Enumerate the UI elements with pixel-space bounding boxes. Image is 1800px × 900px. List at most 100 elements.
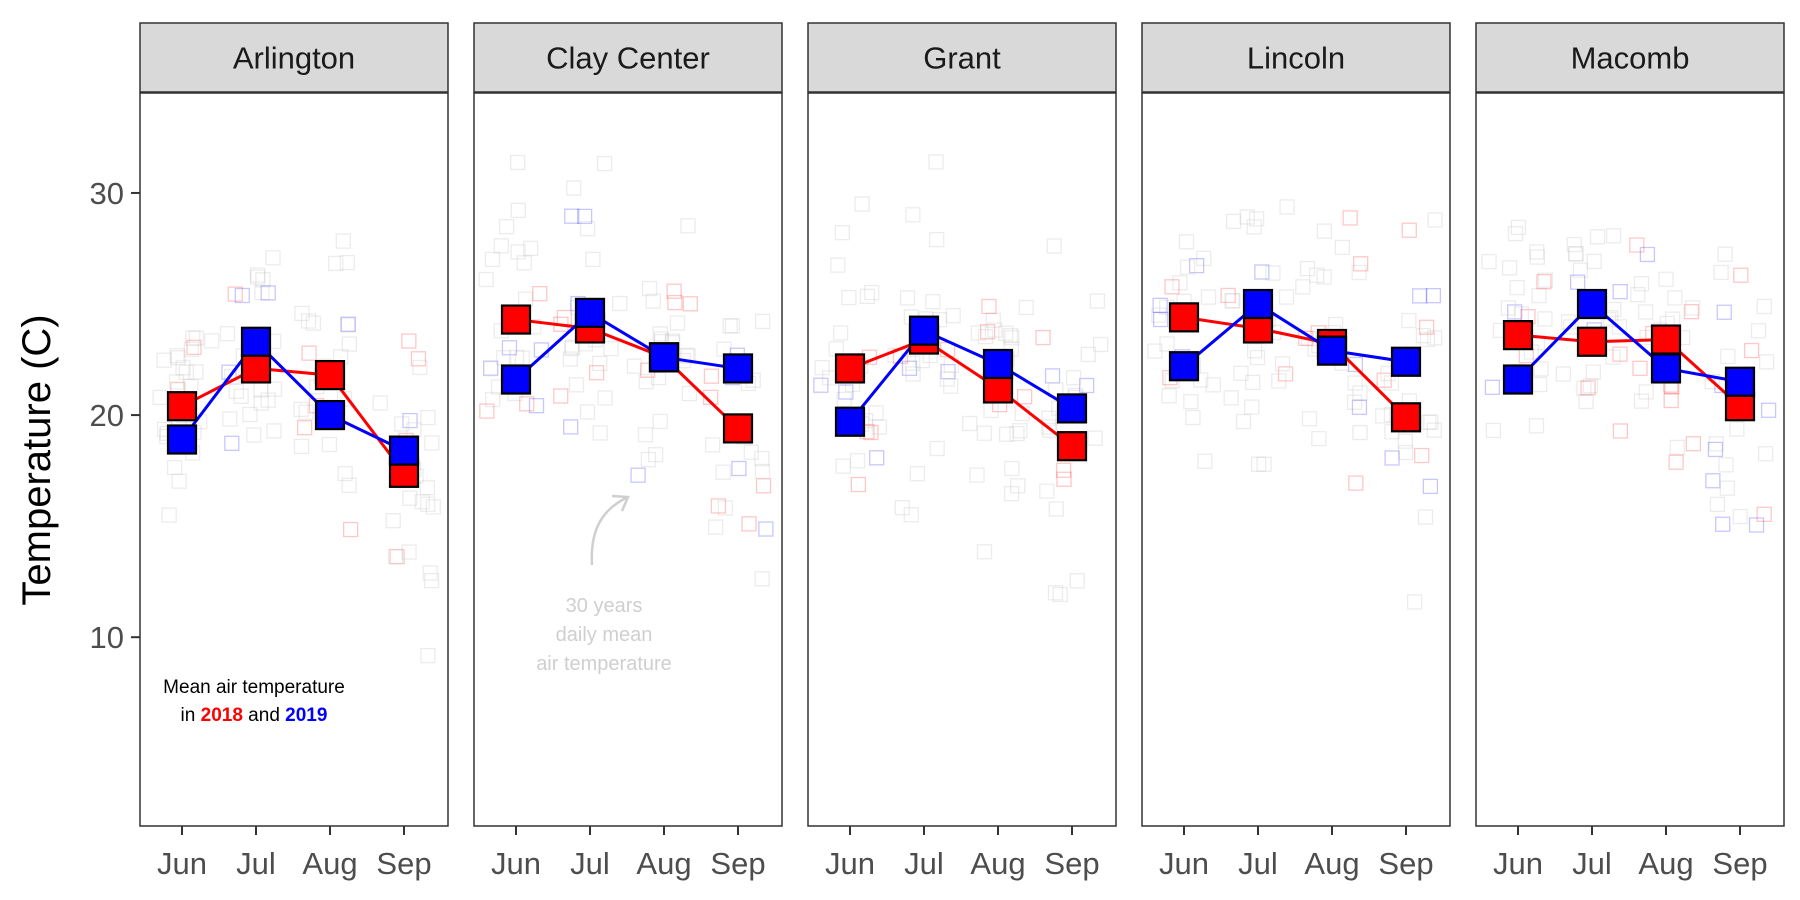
background-point bbox=[394, 416, 410, 432]
series-line-2018 bbox=[849, 337, 1073, 448]
background-point bbox=[731, 460, 747, 477]
background-point bbox=[1004, 460, 1020, 477]
background-point bbox=[1254, 264, 1270, 280]
background-point bbox=[553, 388, 569, 404]
background-point bbox=[1164, 279, 1180, 295]
background-point bbox=[626, 358, 643, 374]
background-point bbox=[943, 378, 959, 394]
background-point bbox=[813, 377, 829, 393]
background-point bbox=[1481, 253, 1497, 270]
annotation-arrow bbox=[590, 496, 627, 566]
background-point bbox=[260, 392, 276, 408]
background-point bbox=[1183, 394, 1199, 410]
point-2019-aug bbox=[314, 399, 346, 431]
background-point bbox=[869, 450, 885, 466]
background-point bbox=[1065, 370, 1082, 386]
background-point bbox=[563, 419, 579, 435]
background-point bbox=[841, 289, 857, 306]
series-line-2019 bbox=[1183, 302, 1407, 368]
background-point bbox=[1251, 456, 1267, 472]
background-point bbox=[998, 325, 1014, 341]
background-point bbox=[298, 404, 314, 420]
background-point bbox=[246, 427, 262, 443]
background-point bbox=[1159, 336, 1175, 352]
facet-title: Macomb bbox=[1571, 41, 1690, 76]
background-point bbox=[423, 572, 440, 589]
background-point bbox=[1375, 408, 1391, 424]
background-point bbox=[1760, 402, 1777, 418]
background-point bbox=[579, 221, 596, 237]
background-point bbox=[341, 336, 357, 352]
background-point bbox=[1719, 480, 1735, 496]
background-point bbox=[1518, 347, 1534, 364]
background-point bbox=[743, 444, 759, 460]
background-point bbox=[645, 293, 661, 309]
background-point bbox=[250, 267, 266, 283]
background-point bbox=[1639, 246, 1656, 263]
background-point bbox=[1010, 478, 1026, 494]
background-point bbox=[1352, 385, 1368, 401]
background-point bbox=[1418, 319, 1435, 335]
x-tick-label: Jun bbox=[825, 846, 875, 881]
facet-panel-grant: Grant Jun Jul Aug Sep bbox=[807, 22, 1117, 881]
background-point bbox=[1041, 419, 1057, 435]
background-point bbox=[887, 347, 903, 363]
background-point bbox=[1633, 393, 1650, 409]
background-point bbox=[485, 391, 501, 408]
background-point bbox=[1717, 246, 1733, 262]
y-tick-label: 20 bbox=[90, 398, 124, 433]
background-point bbox=[985, 312, 1001, 328]
background-point bbox=[152, 389, 168, 406]
background-point bbox=[1311, 430, 1327, 447]
background-point bbox=[905, 207, 921, 223]
background-point bbox=[1351, 399, 1368, 415]
facet-strip bbox=[139, 22, 449, 93]
background-point bbox=[1046, 238, 1062, 254]
background-point bbox=[1537, 311, 1553, 327]
x-tick-label: Sep bbox=[376, 846, 431, 881]
background-point bbox=[1200, 289, 1217, 305]
background-point bbox=[372, 395, 388, 411]
background-point bbox=[1528, 418, 1545, 434]
background-point bbox=[204, 333, 220, 349]
background-point bbox=[1633, 276, 1650, 292]
y-axis-label: Temperature (C) bbox=[15, 314, 59, 605]
background-point bbox=[501, 340, 518, 356]
background-point bbox=[929, 440, 945, 457]
background-point bbox=[1606, 301, 1622, 318]
background-point bbox=[1638, 384, 1654, 400]
background-point bbox=[387, 548, 404, 565]
background-point bbox=[514, 350, 530, 366]
background-point bbox=[814, 359, 830, 376]
background-point bbox=[1683, 304, 1700, 320]
background-point bbox=[1353, 256, 1369, 272]
background-point bbox=[1605, 349, 1621, 365]
background-point bbox=[186, 339, 202, 356]
background-point bbox=[228, 383, 244, 399]
background-point bbox=[1093, 336, 1109, 353]
background-point bbox=[849, 453, 866, 469]
background-point bbox=[1002, 327, 1019, 344]
facet-strip bbox=[473, 22, 783, 93]
background-point bbox=[242, 406, 258, 423]
facet-title: Lincoln bbox=[1247, 41, 1345, 76]
background-point bbox=[185, 330, 201, 346]
background-point bbox=[1500, 300, 1517, 316]
background-point bbox=[234, 287, 250, 304]
background-point bbox=[1256, 456, 1272, 472]
background-point bbox=[998, 426, 1015, 442]
point-2018-sep bbox=[722, 413, 754, 444]
background-point bbox=[1004, 330, 1020, 346]
point-2019-aug bbox=[1650, 353, 1682, 384]
annotation-text: 30 years bbox=[566, 595, 643, 617]
background-point bbox=[1568, 246, 1584, 262]
background-point bbox=[266, 381, 283, 397]
facet-panel-macomb: Macomb Jun Jul Aug Sep bbox=[1475, 22, 1785, 881]
background-point bbox=[1713, 264, 1729, 281]
background-point bbox=[1079, 377, 1095, 394]
background-point bbox=[980, 324, 996, 340]
background-point bbox=[1235, 413, 1252, 430]
background-point bbox=[1342, 210, 1358, 226]
background-point bbox=[1484, 379, 1501, 395]
background-point bbox=[592, 355, 608, 372]
